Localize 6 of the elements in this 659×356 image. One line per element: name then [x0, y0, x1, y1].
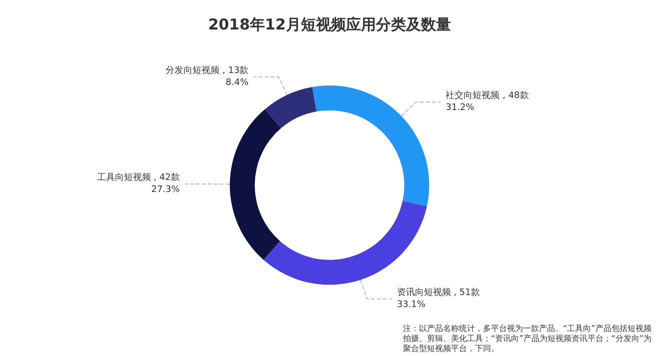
chart-title: 2018年12月短视频应用分类及数量	[208, 16, 451, 34]
slice-label: 工具向短视频 , 42款 27.3%	[96, 172, 180, 196]
slice-label: 分发向短视频 , 13款 8.4%	[166, 64, 249, 88]
slice-label: 资讯向短视频 , 51款 33.1%	[396, 286, 480, 310]
text: 注：以产品名称统计，多平台视为一款产品。“工具向”产品包括短视频拍摄、剪辑、美化工具；“资讯向”产品为短视频资讯平台；“分发向”为聚合型短视频平台，下同。	[403, 324, 653, 354]
slice-label: 社交向短视频 , 48款 31.2%	[446, 90, 529, 114]
